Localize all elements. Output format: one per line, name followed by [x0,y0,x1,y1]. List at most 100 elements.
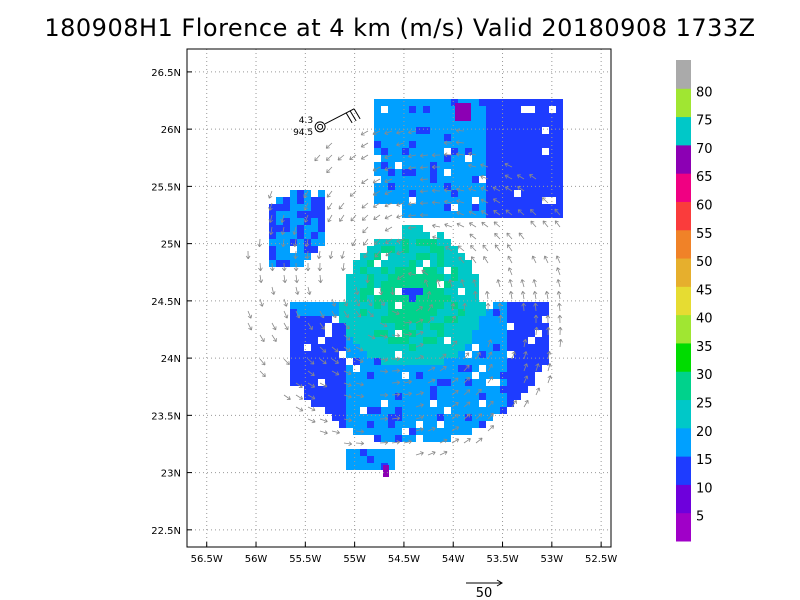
wind-cell [304,358,311,365]
wind-cell [521,330,528,337]
colorbar-label: 60 [696,198,713,213]
wind-cell [409,330,416,337]
wind-cell [500,365,507,372]
wind-cell [423,288,430,295]
wind-cell [318,358,325,365]
wind-cell [423,127,430,134]
wind-cell [493,211,500,218]
wind-cell [423,316,430,323]
wind-vector [480,186,489,192]
wind-cell [528,120,535,127]
wind-vector [469,233,477,240]
wind-cell [332,407,339,414]
wind-cell [514,302,521,309]
wind-cell [514,134,521,141]
wind-cell [465,393,472,400]
wind-cell [535,169,542,176]
wind-cell [458,141,465,148]
wind-cell [514,127,521,134]
wind-cell [486,162,493,169]
wind-cell [514,183,521,190]
wind-cell [444,323,451,330]
wind-vector [384,202,393,208]
wind-cell [374,386,381,393]
wind-cell [409,253,416,260]
wind-cell [465,274,472,281]
wind-cell [402,246,409,253]
wind-cell [402,421,409,428]
wind-vector [294,274,299,284]
wind-cell [444,127,451,134]
wind-cell [479,414,486,421]
wind-cell [290,372,297,379]
colorbar-swatch [676,201,691,231]
wind-cell [556,190,563,197]
wind-cell [500,323,507,330]
wind-vector [365,274,370,284]
wind-vector [379,416,389,422]
wind-cell [479,323,486,330]
wind-vector [292,238,298,248]
wind-cell [381,267,388,274]
wind-cell [451,134,458,141]
wind-cell [486,330,493,337]
wind-cell [423,351,430,358]
wind-cell [395,183,402,190]
wind-cell [486,407,493,414]
wind-vector [463,377,470,384]
wind-vector [396,130,405,135]
wind-vector [316,250,322,260]
wind-cell [318,386,325,393]
wind-cell [353,386,360,393]
wind-cell [346,295,353,302]
wind-cell [458,162,465,169]
wind-cell [311,232,318,239]
wind-cell [409,267,416,274]
wind-vector [533,314,539,324]
wind-cell [493,155,500,162]
wind-vector [340,250,345,259]
wind-vector [439,450,448,456]
wind-cell [402,344,409,351]
wind-cell [507,316,514,323]
lat-tick-label: 26.5N [151,68,181,79]
wind-cell [507,386,514,393]
wind-cell [311,344,318,351]
wind-cell [304,204,311,211]
wind-cell [486,309,493,316]
wind-cell [339,400,346,407]
wind-cell [451,106,458,113]
wind-cell [290,344,297,351]
wind-vector [451,438,460,444]
wind-cell [549,99,556,106]
wind-cell [318,316,325,323]
wind-vector [556,291,562,300]
wind-cell [486,400,493,407]
wind-cell [507,155,514,162]
wind-vector [458,256,465,264]
wind-cell [367,260,374,267]
wind-cell [472,330,479,337]
wind-cell [472,274,479,281]
wind-cell [353,281,360,288]
wind-cell [388,456,395,463]
wind-vector [283,310,289,319]
wind-cell [444,428,451,435]
wind-cell [444,302,451,309]
wind-cell [409,400,416,407]
wind-cell [528,344,535,351]
wind-vector [327,202,333,210]
wind-cell [367,309,374,316]
wind-vector [391,380,401,385]
wind-cell [479,344,486,351]
wind-cell [493,127,500,134]
wind-cell [535,351,542,358]
wind-cell [514,316,521,323]
wind-vector [328,250,334,259]
wind-cell [374,120,381,127]
wind-cell [528,127,535,134]
wind-vector [355,441,365,446]
wind-cell [549,211,556,218]
wind-cell [451,281,458,288]
wind-cell [360,330,367,337]
